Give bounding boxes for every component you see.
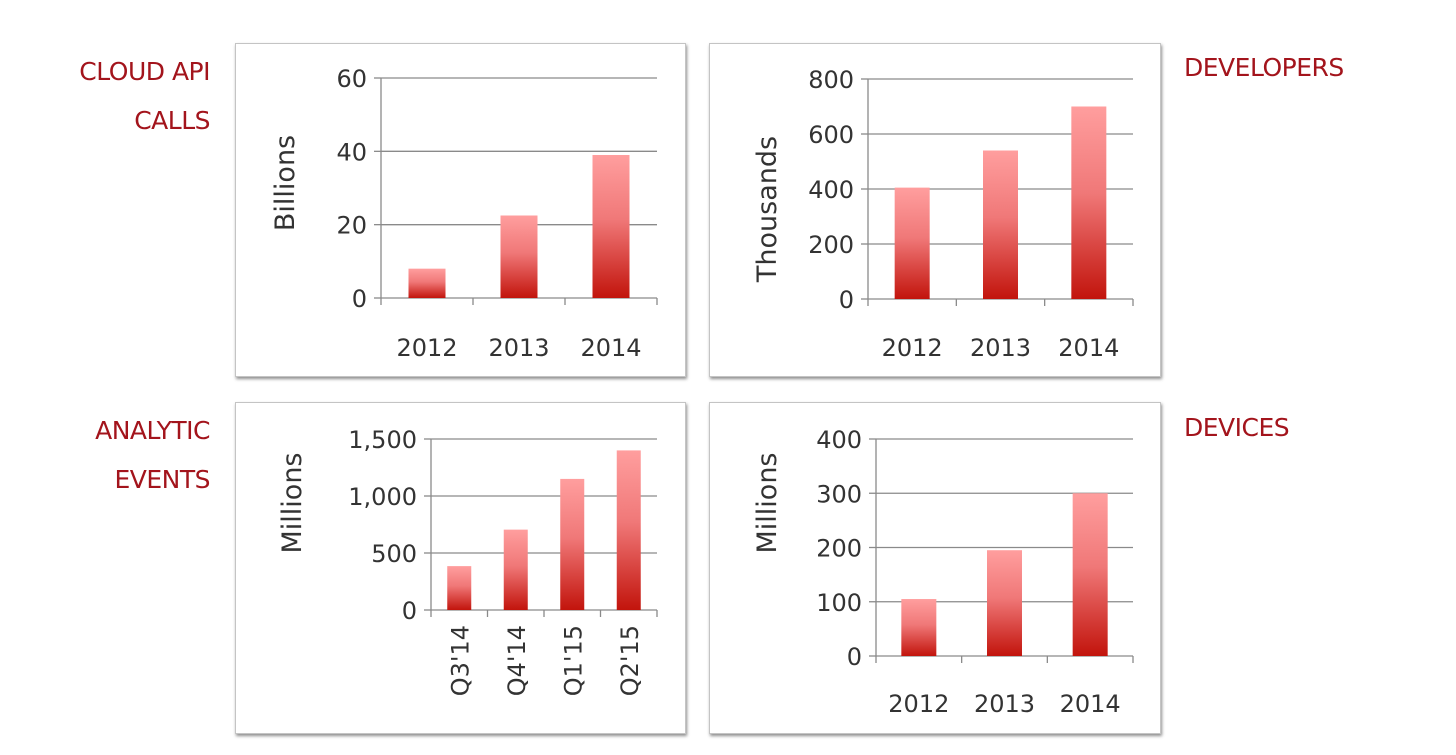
x-tick-label: 2014 — [580, 334, 641, 362]
bar-2014 — [1071, 106, 1107, 299]
bar-Q115 — [560, 478, 585, 610]
y-tick-label: 200 — [816, 535, 862, 563]
y-axis-title: Millions — [277, 453, 308, 554]
developers-label-line1: DEVELOPERS — [1184, 53, 1344, 82]
y-tick-label: 1,000 — [348, 483, 417, 511]
devices-label: DEVICES — [1184, 403, 1290, 452]
cloud-api-calls-label: CLOUD API CALLS — [30, 47, 210, 145]
y-axis-title: Thousands — [752, 136, 783, 283]
bar-2012 — [408, 268, 446, 298]
y-tick-label: 0 — [352, 285, 367, 313]
chart-panel-cloud-api-calls: 0 20 40 60 2012 2013 2014 Billions — [235, 43, 686, 377]
y-axis-title: Billions — [270, 135, 301, 231]
chart-devices: 0 100 200 300 400 2012 2013 2014 Millions — [752, 426, 1134, 718]
y-tick-label: 0 — [847, 643, 862, 671]
bar-2013 — [987, 550, 1022, 656]
cloud-label-line1: CLOUD API — [79, 57, 210, 86]
bar-2014 — [1072, 493, 1108, 656]
x-tick-label: 2012 — [888, 690, 949, 718]
y-tick-label: 0 — [402, 597, 417, 625]
bar-2013 — [500, 215, 538, 298]
x-tick-label: Q2'15 — [616, 625, 644, 696]
cloud-label-line2: CALLS — [134, 106, 210, 135]
x-tick-label: 2014 — [1060, 690, 1121, 718]
analytic-events-label: ANALYTIC EVENTS — [30, 406, 210, 504]
chart-developers: 0 200 400 600 800 2012 2013 2014 Thousands — [752, 66, 1134, 362]
developers-label: DEVELOPERS — [1184, 43, 1344, 92]
x-tick-label: 2012 — [882, 334, 943, 362]
y-tick-label: 500 — [371, 540, 417, 568]
analytic-label-line1: ANALYTIC — [95, 416, 210, 445]
y-tick-label: 60 — [336, 65, 367, 93]
chart-panel-devices: 0 100 200 300 400 2012 2013 2014 Millions — [709, 402, 1161, 734]
y-tick-label: 400 — [816, 426, 862, 454]
bar-Q314 — [447, 566, 472, 610]
x-tick-label: 2013 — [970, 334, 1031, 362]
y-tick-label: 20 — [336, 212, 367, 240]
y-tick-label: 40 — [336, 138, 367, 166]
bar-2013 — [983, 150, 1018, 299]
devices-label-line1: DEVICES — [1184, 413, 1290, 442]
x-tick-label: Q4'14 — [503, 625, 531, 696]
x-tick-label: 2012 — [396, 334, 457, 362]
x-tick-label: Q3'14 — [446, 625, 474, 696]
bar-2014 — [592, 155, 630, 298]
chart-panel-developers: 0 200 400 600 800 2012 2013 2014 Thousands — [709, 43, 1161, 377]
x-tick-label: 2013 — [488, 334, 549, 362]
y-tick-label: 0 — [839, 286, 854, 314]
y-axis-title: Millions — [752, 453, 783, 554]
bar-2012 — [894, 187, 930, 299]
y-tick-label: 800 — [808, 66, 854, 94]
bar-2012 — [901, 599, 937, 656]
y-tick-label: 1,500 — [348, 426, 417, 454]
chart-cloud-api-calls: 0 20 40 60 2012 2013 2014 Billions — [270, 65, 658, 362]
bar-Q215 — [616, 450, 641, 610]
x-tick-label: 2014 — [1058, 334, 1119, 362]
y-tick-label: 300 — [816, 480, 862, 508]
x-tick-label: Q1'15 — [559, 625, 587, 696]
y-tick-label: 600 — [808, 121, 854, 149]
y-tick-label: 100 — [816, 589, 862, 617]
x-tick-label: 2013 — [974, 690, 1035, 718]
chart-analytic-events: 0 500 1,000 1,500 Q3'14 Q4'14 Q1'15 Q2'15 Millio… — [277, 426, 658, 696]
analytic-label-line2: EVENTS — [114, 465, 210, 494]
y-tick-label: 200 — [808, 231, 854, 259]
y-tick-label: 400 — [808, 176, 854, 204]
bar-Q414 — [503, 529, 528, 610]
chart-panel-analytic-events: 0 500 1,000 1,500 Q3'14 Q4'14 Q1'15 Q2'15 Millio… — [235, 402, 686, 734]
